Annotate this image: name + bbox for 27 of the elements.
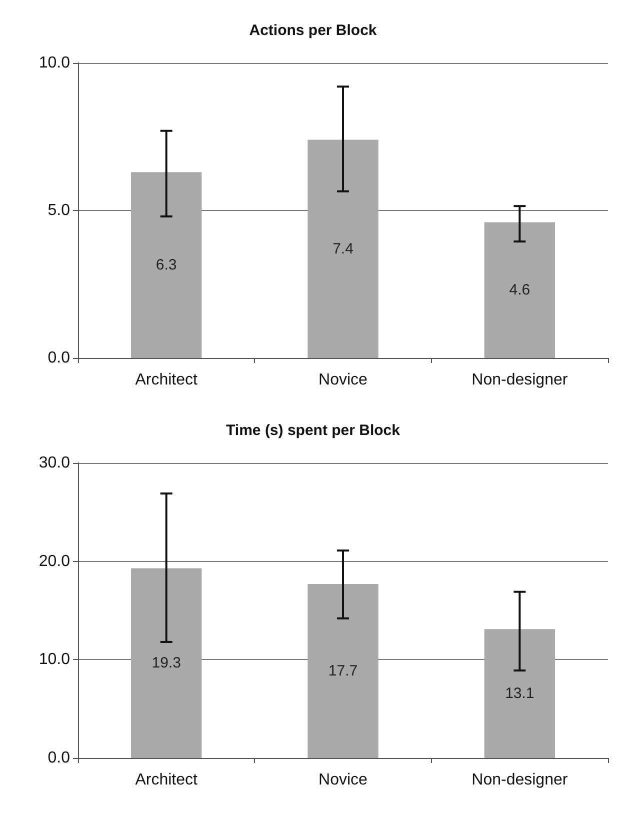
- data-label: 4.6: [509, 282, 530, 299]
- bar: [308, 140, 378, 358]
- y-tick-label: 0.0: [48, 350, 70, 366]
- x-tick-label: Architect: [135, 772, 198, 788]
- data-label: 17.7: [328, 662, 358, 680]
- y-tick-label: 0.0: [48, 750, 70, 766]
- y-tick-label: 10.0: [38, 54, 70, 72]
- x-tick-label: Non-designer: [472, 372, 568, 388]
- bar: [484, 222, 555, 358]
- bar: [131, 568, 202, 758]
- y-tick-label: 5.0: [48, 202, 70, 219]
- chart-title: Actions per Block: [249, 22, 378, 39]
- y-tick-label: 10.0: [38, 651, 70, 668]
- x-tick-label: Non-designer: [472, 772, 568, 788]
- data-label: 19.3: [152, 654, 181, 672]
- x-tick-label: Novice: [318, 772, 368, 788]
- data-label: 7.4: [332, 240, 354, 258]
- bar: [308, 584, 378, 758]
- data-label: 13.1: [505, 685, 534, 702]
- x-tick-label: Architect: [135, 372, 198, 388]
- x-tick-label: Novice: [318, 372, 368, 388]
- y-tick-label: 20.0: [38, 552, 70, 570]
- bar: [131, 172, 202, 358]
- y-tick-label: 30.0: [38, 454, 70, 472]
- data-label: 6.3: [156, 256, 177, 274]
- bar: [484, 629, 555, 758]
- chart-title: Time (s) spent per Block: [226, 422, 401, 439]
